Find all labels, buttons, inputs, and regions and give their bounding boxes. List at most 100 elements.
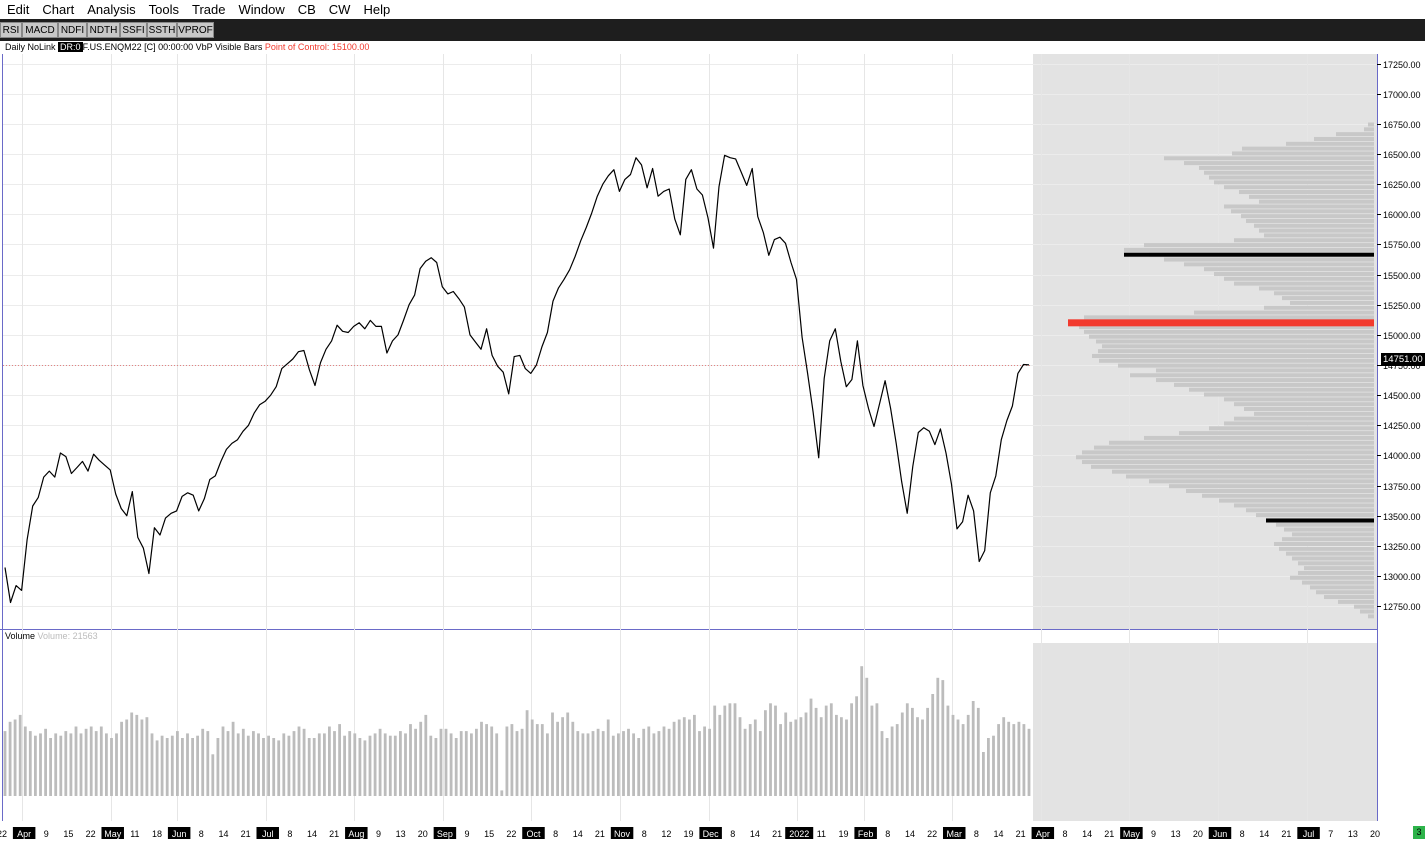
- volume-bar: [824, 705, 828, 796]
- profile-bar: [1232, 151, 1374, 156]
- volume-bar: [576, 731, 580, 796]
- volume-bar: [789, 721, 793, 796]
- volume-bar: [434, 738, 438, 796]
- profile-bar: [1164, 257, 1374, 262]
- volume-bar: [307, 738, 311, 796]
- ssfi-button[interactable]: SSFI: [120, 22, 147, 38]
- volume-bar: [221, 726, 225, 796]
- price-line: [4, 154, 1030, 604]
- date-tick-label: 22: [927, 829, 937, 839]
- menu-tools[interactable]: Tools: [148, 2, 179, 17]
- profile-bar: [1286, 551, 1374, 556]
- menu-analysis[interactable]: Analysis: [87, 2, 136, 17]
- date-tick-label: Feb: [858, 829, 874, 839]
- volume-bar: [59, 735, 63, 796]
- ssth-button[interactable]: SSTH: [147, 22, 177, 38]
- ndth-button[interactable]: NDTH: [87, 22, 120, 38]
- profile-bar: [1241, 214, 1374, 219]
- volume-bar: [8, 721, 12, 796]
- chart-header-prefix: Daily NoLink: [5, 42, 56, 52]
- date-tick-label: Mar: [946, 829, 962, 839]
- profile-bar: [1082, 460, 1374, 465]
- profile-bar: [1354, 604, 1374, 609]
- date-highlight-bg: [522, 827, 545, 839]
- date-tick-label: 20: [1193, 829, 1203, 839]
- profile-bar: [1209, 426, 1374, 431]
- volume-bar: [272, 738, 276, 796]
- menu-window[interactable]: Window: [238, 2, 285, 17]
- volume-bar: [105, 733, 108, 796]
- date-tick-label: Apr: [1036, 829, 1050, 839]
- volume-bar: [419, 721, 423, 796]
- date-tick-label: 21: [595, 829, 605, 839]
- chart-svg[interactable]: 17250.00 17000.00 16750.00 16500.00 16250.00…: [0, 41, 1425, 841]
- volume-bar: [500, 790, 504, 796]
- profile-bar: [1259, 228, 1374, 233]
- volume-bar: [323, 733, 326, 796]
- menu-cw[interactable]: CW: [328, 2, 351, 17]
- vprof-button[interactable]: VPROF: [177, 22, 214, 38]
- volume-bar: [703, 726, 706, 796]
- volume-bar: [297, 726, 301, 796]
- dr-badge[interactable]: DR:0: [58, 42, 83, 52]
- chart-area[interactable]: 17250.00 17000.00 16750.00 16500.00 16250.00…: [0, 41, 1425, 841]
- volume-bar: [150, 733, 154, 796]
- date-tick-label: 21: [241, 829, 251, 839]
- menu-chart[interactable]: Chart: [42, 2, 75, 17]
- volume-bar: [860, 666, 864, 796]
- menu-cb[interactable]: CB: [297, 2, 316, 17]
- volume-bar: [79, 733, 83, 796]
- date-highlight-bg: [610, 827, 634, 839]
- menu-trade[interactable]: Trade: [191, 2, 226, 17]
- rsi-button[interactable]: RSI: [0, 22, 22, 38]
- date-tick-label: Aug: [348, 829, 364, 839]
- volume-bar: [191, 738, 194, 796]
- volume-bar: [429, 735, 433, 796]
- volume-bar: [890, 726, 894, 796]
- volume-bar: [176, 731, 179, 796]
- volume-bar: [1027, 728, 1031, 796]
- volume-bar: [3, 731, 7, 796]
- date-tick-label: 14: [307, 829, 317, 839]
- profile-bar: [1338, 599, 1374, 604]
- volume-bar: [505, 726, 509, 796]
- volume-bar: [911, 707, 914, 796]
- volume-bar: [373, 733, 377, 796]
- volume-bar: [495, 733, 499, 796]
- profile-bar: [1204, 392, 1374, 397]
- date-tick-label: 11: [130, 829, 139, 839]
- profile-bar: [1249, 194, 1374, 199]
- menu-edit[interactable]: Edit: [7, 2, 30, 17]
- volume-bar: [617, 733, 620, 796]
- volume-bar: [470, 733, 473, 796]
- profile-bar: [1254, 411, 1374, 416]
- profile-bar: [1219, 498, 1374, 503]
- ndfi-button[interactable]: NDFI: [58, 22, 87, 38]
- profile-bar: [1130, 373, 1374, 378]
- volume-bar: [145, 717, 149, 796]
- date-tick-label: 21: [1104, 829, 1114, 839]
- date-tick-label: Jul: [1303, 829, 1315, 839]
- profile-bar: [1199, 165, 1374, 170]
- menu-help[interactable]: Help: [363, 2, 391, 17]
- volume-bar: [900, 712, 904, 796]
- volume-bar: [490, 726, 494, 796]
- volume-bar: [885, 738, 889, 796]
- status-indicator[interactable]: 3: [1413, 826, 1425, 839]
- volume-bar: [510, 724, 514, 796]
- volume-bar: [155, 740, 159, 796]
- macd-button[interactable]: MACD: [22, 22, 58, 38]
- profile-bar: [1316, 590, 1374, 595]
- volume-bar: [135, 714, 139, 796]
- volume-bar: [211, 754, 215, 796]
- date-tick-label: 8: [974, 829, 979, 839]
- date-tick-label: 13: [1171, 829, 1181, 839]
- volume-bar: [444, 728, 448, 796]
- volume-bar: [277, 740, 281, 796]
- volume-bar: [936, 677, 940, 796]
- date-tick-label: 20: [1370, 829, 1380, 839]
- volume-bar: [667, 728, 671, 796]
- date-tick-label: Dec: [703, 829, 720, 839]
- volume-bar: [49, 738, 52, 796]
- volume-bar: [672, 721, 676, 796]
